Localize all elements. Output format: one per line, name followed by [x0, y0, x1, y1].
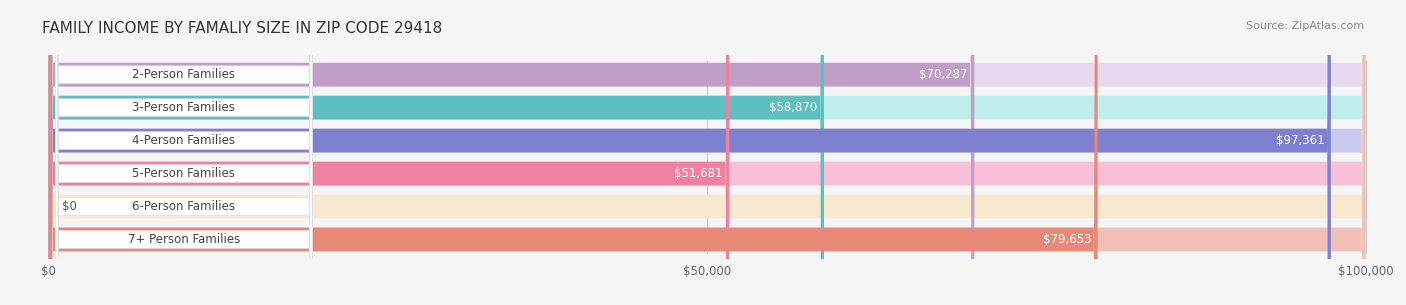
Text: FAMILY INCOME BY FAMALIY SIZE IN ZIP CODE 29418: FAMILY INCOME BY FAMALIY SIZE IN ZIP COD…	[42, 21, 443, 36]
Text: 2-Person Families: 2-Person Families	[132, 68, 235, 81]
FancyBboxPatch shape	[55, 0, 312, 305]
FancyBboxPatch shape	[49, 0, 824, 305]
FancyBboxPatch shape	[49, 0, 1365, 305]
Text: $0: $0	[62, 200, 77, 213]
FancyBboxPatch shape	[55, 0, 312, 305]
FancyBboxPatch shape	[49, 0, 1365, 305]
Text: $58,870: $58,870	[769, 101, 817, 114]
Text: 4-Person Families: 4-Person Families	[132, 134, 235, 147]
Text: Source: ZipAtlas.com: Source: ZipAtlas.com	[1246, 21, 1364, 31]
FancyBboxPatch shape	[49, 0, 1365, 305]
Text: $79,653: $79,653	[1043, 233, 1091, 246]
FancyBboxPatch shape	[49, 0, 1365, 305]
FancyBboxPatch shape	[49, 0, 1365, 305]
Text: 3-Person Families: 3-Person Families	[132, 101, 235, 114]
FancyBboxPatch shape	[49, 0, 974, 305]
Text: $97,361: $97,361	[1275, 134, 1324, 147]
Text: 5-Person Families: 5-Person Families	[132, 167, 235, 180]
Text: $51,681: $51,681	[675, 167, 723, 180]
FancyBboxPatch shape	[55, 0, 312, 305]
FancyBboxPatch shape	[49, 0, 1331, 305]
FancyBboxPatch shape	[55, 0, 312, 305]
FancyBboxPatch shape	[49, 0, 1365, 305]
FancyBboxPatch shape	[49, 0, 1098, 305]
Text: $70,287: $70,287	[920, 68, 967, 81]
FancyBboxPatch shape	[55, 0, 312, 305]
Text: 7+ Person Families: 7+ Person Families	[128, 233, 240, 246]
FancyBboxPatch shape	[55, 0, 312, 305]
Text: 6-Person Families: 6-Person Families	[132, 200, 235, 213]
FancyBboxPatch shape	[49, 0, 730, 305]
